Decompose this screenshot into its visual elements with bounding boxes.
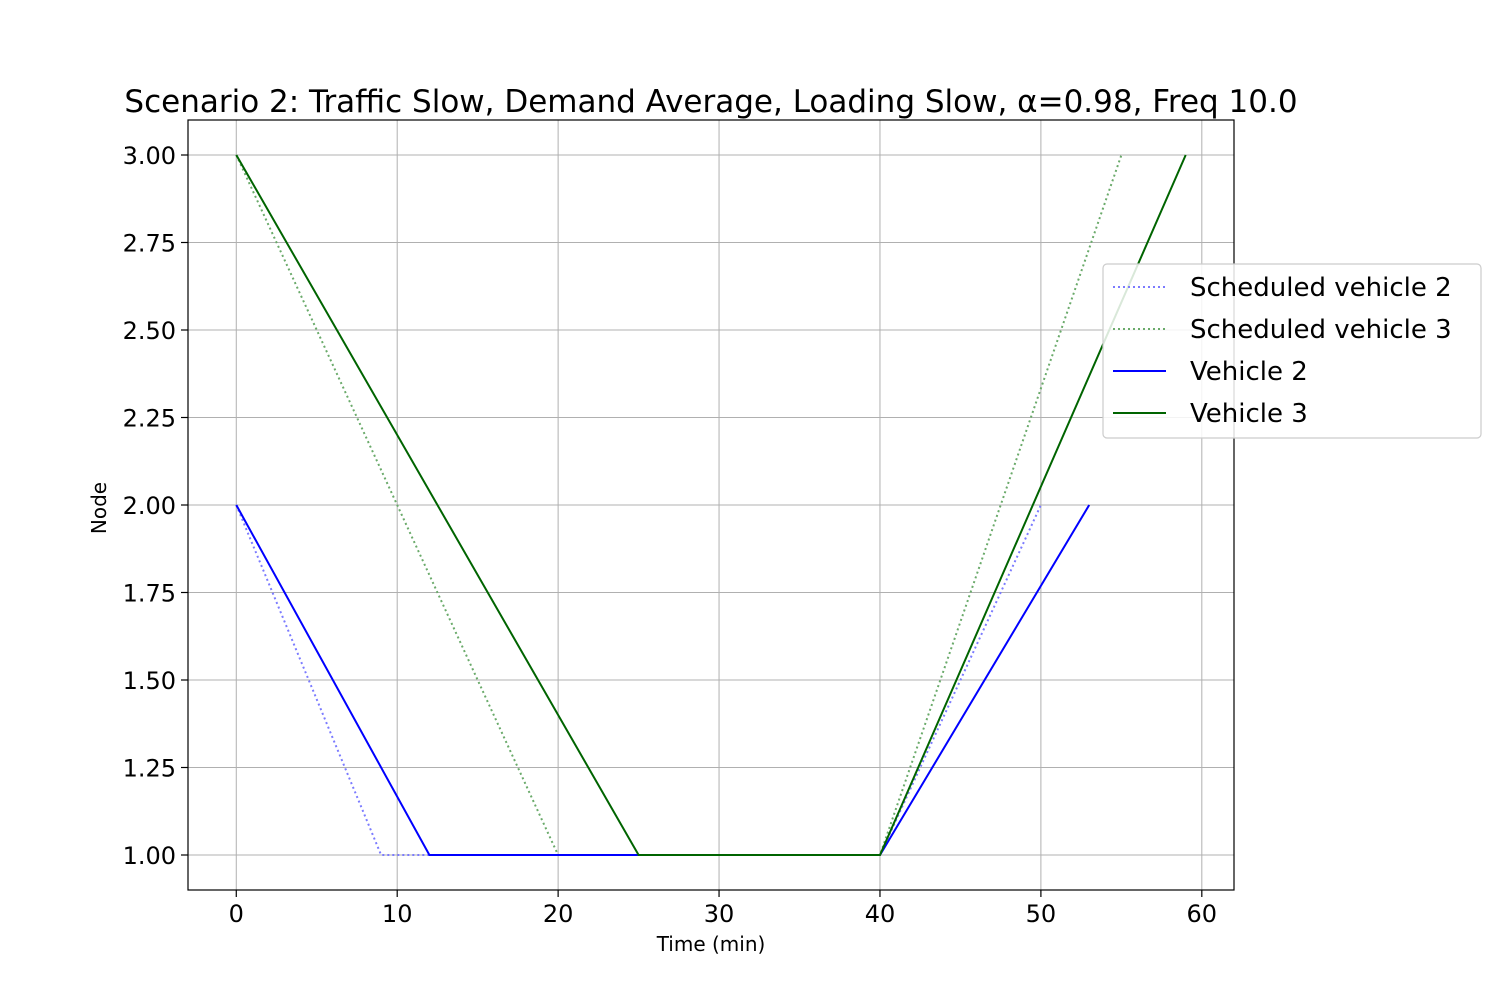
axis-ticks: 0 10 20 30 40 50 60 1.00 1.25 1.50 1.75 2.00 2.25 2.5…: [123, 142, 1218, 928]
y-tick-label: 1.25: [123, 755, 176, 783]
y-axis-label: Node: [87, 482, 111, 534]
x-tick-label: 0: [229, 900, 244, 928]
legend-box: [1102, 263, 1482, 439]
y-tick-label: 1.00: [123, 842, 176, 870]
chart-title: Scenario 2: Traffic Slow, Demand Average…: [124, 84, 1297, 120]
y-tick-label: 2.50: [123, 317, 176, 345]
x-tick-label: 30: [704, 900, 735, 928]
legend: Scheduled vehicle 2 Scheduled vehicle 3 Ve…: [1102, 263, 1482, 439]
x-tick-label: 40: [865, 900, 896, 928]
y-tick-label: 1.75: [123, 580, 176, 608]
y-tick-label: 2.00: [123, 492, 176, 520]
y-tick-label: 2.25: [123, 405, 176, 433]
x-tick-label: 50: [1026, 900, 1057, 928]
x-tick-label: 60: [1187, 900, 1218, 928]
series-line-vehicle-3: [235, 154, 1187, 856]
y-tick-label: 2.75: [123, 230, 176, 258]
legend-label-vehicle-2: Vehicle 2: [1190, 357, 1308, 387]
legend-label-scheduled-vehicle-3: Scheduled vehicle 3: [1190, 315, 1452, 345]
series-lines: [235, 154, 1187, 856]
legend-label-vehicle-3: Vehicle 3: [1190, 399, 1308, 429]
x-axis-label: Time (min): [656, 932, 766, 956]
x-tick-label: 10: [382, 900, 413, 928]
grid: [188, 120, 1234, 890]
x-tick-label: 20: [543, 900, 574, 928]
series-line-scheduled-vehicle-2: [235, 504, 1042, 856]
y-tick-label: 1.50: [123, 667, 176, 695]
y-tick-label: 3.00: [123, 142, 176, 170]
legend-label-scheduled-vehicle-2: Scheduled vehicle 2: [1190, 273, 1452, 303]
